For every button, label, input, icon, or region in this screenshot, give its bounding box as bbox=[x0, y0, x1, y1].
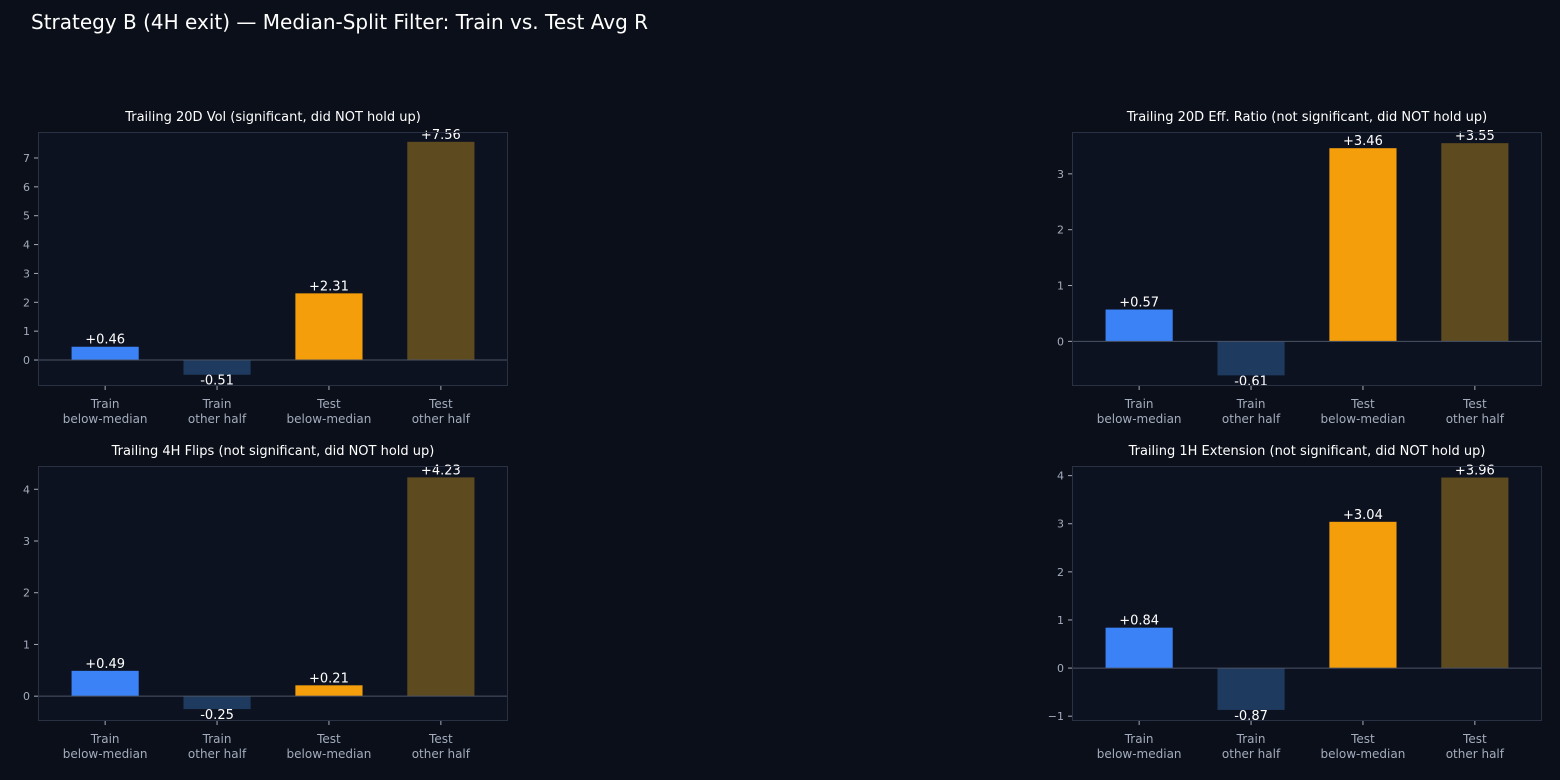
y-tick-label: 4 bbox=[23, 239, 30, 252]
y-tick-label: 3 bbox=[1057, 168, 1064, 181]
y-tick-label: 4 bbox=[1057, 470, 1064, 483]
data-label: +0.49 bbox=[85, 657, 125, 672]
x-tick-label: Train other half bbox=[1222, 397, 1281, 426]
x-tick-label: Train other half bbox=[1222, 732, 1281, 761]
bar bbox=[1441, 143, 1509, 342]
x-tick-label: Test below-median bbox=[287, 732, 372, 761]
data-label: -0.25 bbox=[200, 708, 234, 723]
bar bbox=[183, 360, 251, 375]
y-tick-label: 4 bbox=[23, 483, 30, 496]
data-label: +0.57 bbox=[1119, 296, 1159, 311]
x-tick-label: Train other half bbox=[188, 397, 247, 426]
x-tick-label: Train below-median bbox=[1097, 732, 1182, 761]
data-label: +2.31 bbox=[309, 279, 349, 294]
x-tick-label: Test other half bbox=[1446, 732, 1505, 761]
x-tick-label: Train other half bbox=[188, 732, 247, 761]
x-tick-label: Train below-median bbox=[63, 732, 148, 761]
bar bbox=[1329, 521, 1397, 669]
axes-frame bbox=[1072, 132, 1542, 386]
data-label: +0.21 bbox=[309, 671, 349, 686]
y-tick-label: 5 bbox=[23, 210, 30, 223]
data-label: +0.46 bbox=[85, 333, 125, 348]
chart-panel-vol: Trailing 20D Vol (significant, did NOT h… bbox=[23, 110, 508, 426]
y-tick-label: 2 bbox=[1057, 224, 1064, 237]
bar bbox=[1329, 148, 1397, 342]
chart-title: Trailing 1H Extension (not significant, … bbox=[1128, 444, 1486, 459]
chart-panel-extension: Trailing 1H Extension (not significant, … bbox=[1048, 444, 1542, 761]
chart-title: Trailing 4H Flips (not significant, did … bbox=[111, 444, 435, 459]
bar bbox=[71, 670, 139, 697]
bar bbox=[183, 696, 251, 710]
x-tick-label: Test below-median bbox=[1321, 397, 1406, 426]
data-label: +0.84 bbox=[1119, 614, 1159, 629]
axes-frame bbox=[38, 466, 508, 721]
data-label: +3.55 bbox=[1455, 129, 1495, 144]
y-tick-label: 2 bbox=[23, 296, 30, 309]
data-label: +3.46 bbox=[1343, 134, 1383, 149]
x-tick-label: Test below-median bbox=[1321, 732, 1406, 761]
x-tick-label: Test other half bbox=[412, 397, 471, 426]
bar bbox=[1217, 341, 1285, 376]
y-tick-label: 0 bbox=[23, 690, 30, 703]
chart-panel-eff-ratio: Trailing 20D Eff. Ratio (not significant… bbox=[1057, 110, 1542, 426]
data-label: -0.51 bbox=[200, 374, 234, 389]
bar bbox=[407, 141, 475, 361]
y-tick-label: 0 bbox=[1057, 662, 1064, 675]
bar bbox=[1105, 627, 1173, 669]
bar bbox=[1441, 477, 1509, 669]
x-tick-label: Train below-median bbox=[63, 397, 148, 426]
y-tick-label: 7 bbox=[23, 152, 30, 165]
x-tick-label: Train below-median bbox=[1097, 397, 1182, 426]
x-tick-label: Test other half bbox=[1446, 397, 1505, 426]
data-label: +4.23 bbox=[421, 463, 461, 478]
y-tick-label: 3 bbox=[23, 267, 30, 280]
y-tick-label: 1 bbox=[1057, 614, 1064, 627]
y-tick-label: 6 bbox=[23, 181, 30, 194]
data-label: +7.56 bbox=[421, 128, 461, 143]
bar bbox=[295, 293, 363, 361]
y-tick-label: 0 bbox=[23, 354, 30, 367]
chart-title: Trailing 20D Vol (significant, did NOT h… bbox=[124, 110, 421, 125]
axes-frame bbox=[1072, 466, 1542, 721]
y-tick-label: 2 bbox=[23, 587, 30, 600]
y-tick-label: 1 bbox=[23, 325, 30, 338]
y-tick-label: −1 bbox=[1048, 710, 1064, 723]
bar bbox=[407, 477, 475, 697]
y-tick-label: 3 bbox=[1057, 518, 1064, 531]
y-tick-label: 3 bbox=[23, 535, 30, 548]
figure-title: Strategy B (4H exit) — Median-Split Filt… bbox=[31, 10, 649, 34]
y-tick-label: 2 bbox=[1057, 566, 1064, 579]
data-label: +3.96 bbox=[1455, 464, 1495, 479]
axes-frame bbox=[38, 132, 508, 386]
bar bbox=[1217, 668, 1285, 710]
chart-panel-flips: Trailing 4H Flips (not significant, did … bbox=[23, 444, 508, 761]
chart-title: Trailing 20D Eff. Ratio (not significant… bbox=[1126, 110, 1487, 125]
x-tick-label: Test other half bbox=[412, 732, 471, 761]
bar bbox=[1105, 309, 1173, 342]
y-tick-label: 0 bbox=[1057, 335, 1064, 348]
bar bbox=[71, 346, 139, 361]
x-tick-label: Test below-median bbox=[287, 397, 372, 426]
y-tick-label: 1 bbox=[23, 638, 30, 651]
y-tick-label: 1 bbox=[1057, 280, 1064, 293]
bar bbox=[295, 685, 363, 697]
data-label: +3.04 bbox=[1343, 508, 1383, 523]
